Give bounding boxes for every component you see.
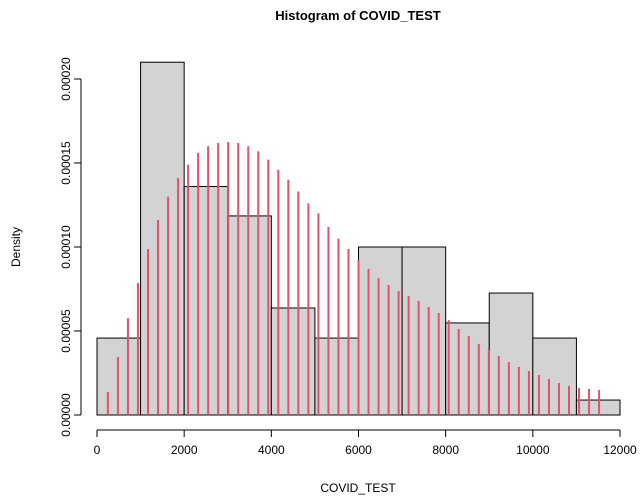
y-tick-label: 0.00000 — [59, 393, 73, 437]
bar — [314, 337, 359, 416]
x-tick-label: 4000 — [258, 443, 285, 457]
bar — [445, 322, 490, 416]
x-tick-label: 6000 — [345, 443, 372, 457]
x-tick-label: 8000 — [432, 443, 459, 457]
y-tick-label: 0.00020 — [59, 57, 73, 101]
x-tick-label: 0 — [94, 443, 101, 457]
y-tick-label: 0.00015 — [59, 141, 73, 185]
y-tick-label: 0.00005 — [59, 309, 73, 353]
y-tick-label: 0.00010 — [59, 225, 73, 269]
bar — [488, 292, 534, 416]
x-tick-label: 2000 — [171, 443, 198, 457]
x-tick-label: 12000 — [603, 443, 637, 457]
chart-title: Histogram of COVID_TEST — [275, 8, 440, 23]
x-tick-label: 10000 — [516, 443, 550, 457]
bar — [227, 215, 272, 416]
bar — [183, 186, 229, 416]
x-axis-label: COVID_TEST — [320, 481, 396, 495]
bar — [358, 246, 403, 416]
y-axis-label: Density — [9, 227, 23, 267]
